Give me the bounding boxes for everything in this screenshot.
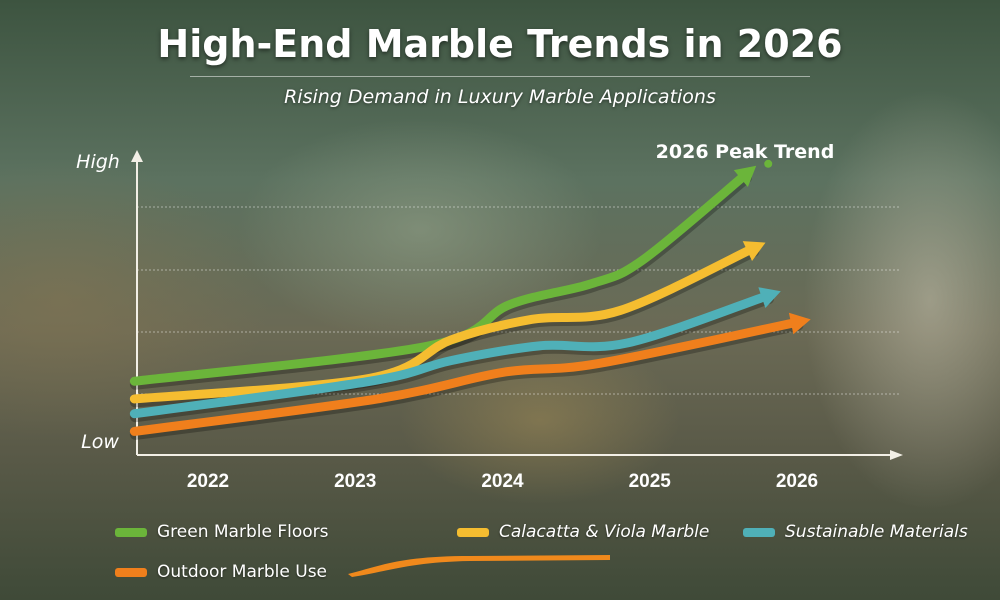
chart-title: High-End Marble Trends in 2026 (157, 22, 843, 66)
legend-swatch (743, 527, 775, 537)
peak-dot (764, 159, 773, 168)
series-arrowhead-icon (758, 287, 781, 309)
chart-subtitle: Rising Demand in Luxury Marble Applicati… (284, 86, 716, 108)
legend-label: Green Marble Floors (157, 522, 329, 542)
y-label-low: Low (81, 431, 119, 453)
legend-swatch (457, 527, 489, 537)
series-arrowhead-icon (733, 165, 757, 188)
x-tick-label: 2025 (629, 471, 672, 492)
peak-trend-annotation: 2026 Peak Trend (656, 141, 835, 163)
series-arrowhead-icon (742, 241, 766, 262)
x-axis-arrow-icon (890, 450, 903, 460)
series-arrowhead-icon (788, 312, 811, 335)
title-divider (190, 76, 810, 77)
x-tick-label: 2023 (334, 471, 376, 492)
legend-item: Green Marble Floors (115, 522, 329, 542)
x-tick-label: 2022 (187, 471, 229, 492)
legend-label: Calacatta & Viola Marble (499, 522, 710, 542)
series-line-sustainable-materials (129, 291, 773, 419)
legend-label: Outdoor Marble Use (157, 562, 328, 582)
series-line-green-marble-floors (129, 170, 750, 386)
legend-swoosh-decoration (348, 555, 610, 577)
x-tick-label: 2024 (481, 471, 524, 492)
legend-swatch (115, 527, 147, 537)
series-line-outdoor-marble-use (129, 317, 802, 436)
y-label-high: High (76, 151, 120, 173)
legend-item: Sustainable Materials (743, 522, 968, 542)
series-line-calacatta-viola-marble (129, 244, 758, 404)
legend-item: Outdoor Marble Use (115, 562, 327, 582)
legend-swatch (115, 567, 147, 577)
y-axis-arrow-icon (131, 150, 143, 162)
legend-label: Sustainable Materials (785, 522, 968, 542)
legend-item: Calacatta & Viola Marble (457, 522, 709, 542)
x-tick-label: 2026 (776, 471, 818, 492)
